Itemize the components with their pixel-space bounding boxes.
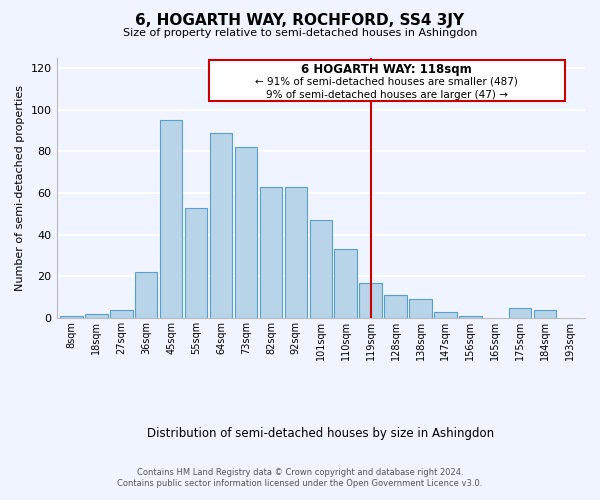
Bar <box>409 300 431 318</box>
FancyBboxPatch shape <box>209 60 565 102</box>
X-axis label: Distribution of semi-detached houses by size in Ashingdon: Distribution of semi-detached houses by … <box>147 427 494 440</box>
Bar <box>60 316 83 318</box>
Bar <box>359 282 382 318</box>
Bar <box>235 147 257 318</box>
Text: ← 91% of semi-detached houses are smaller (487): ← 91% of semi-detached houses are smalle… <box>256 76 518 86</box>
Bar <box>284 187 307 318</box>
Bar <box>85 314 107 318</box>
Bar <box>310 220 332 318</box>
Text: 9% of semi-detached houses are larger (47) →: 9% of semi-detached houses are larger (4… <box>266 90 508 100</box>
Bar <box>434 312 457 318</box>
Bar <box>385 295 407 318</box>
Y-axis label: Number of semi-detached properties: Number of semi-detached properties <box>15 85 25 291</box>
Text: Size of property relative to semi-detached houses in Ashingdon: Size of property relative to semi-detach… <box>123 28 477 38</box>
Bar <box>210 132 232 318</box>
Text: 6, HOGARTH WAY, ROCHFORD, SS4 3JY: 6, HOGARTH WAY, ROCHFORD, SS4 3JY <box>136 12 464 28</box>
Bar <box>160 120 182 318</box>
Bar <box>334 250 357 318</box>
Bar <box>185 208 208 318</box>
Bar <box>260 187 282 318</box>
Bar <box>135 272 157 318</box>
Text: 6 HOGARTH WAY: 118sqm: 6 HOGARTH WAY: 118sqm <box>301 62 472 76</box>
Bar <box>509 308 532 318</box>
Bar <box>459 316 482 318</box>
Bar <box>534 310 556 318</box>
Bar <box>110 310 133 318</box>
Text: Contains HM Land Registry data © Crown copyright and database right 2024.
Contai: Contains HM Land Registry data © Crown c… <box>118 468 482 487</box>
